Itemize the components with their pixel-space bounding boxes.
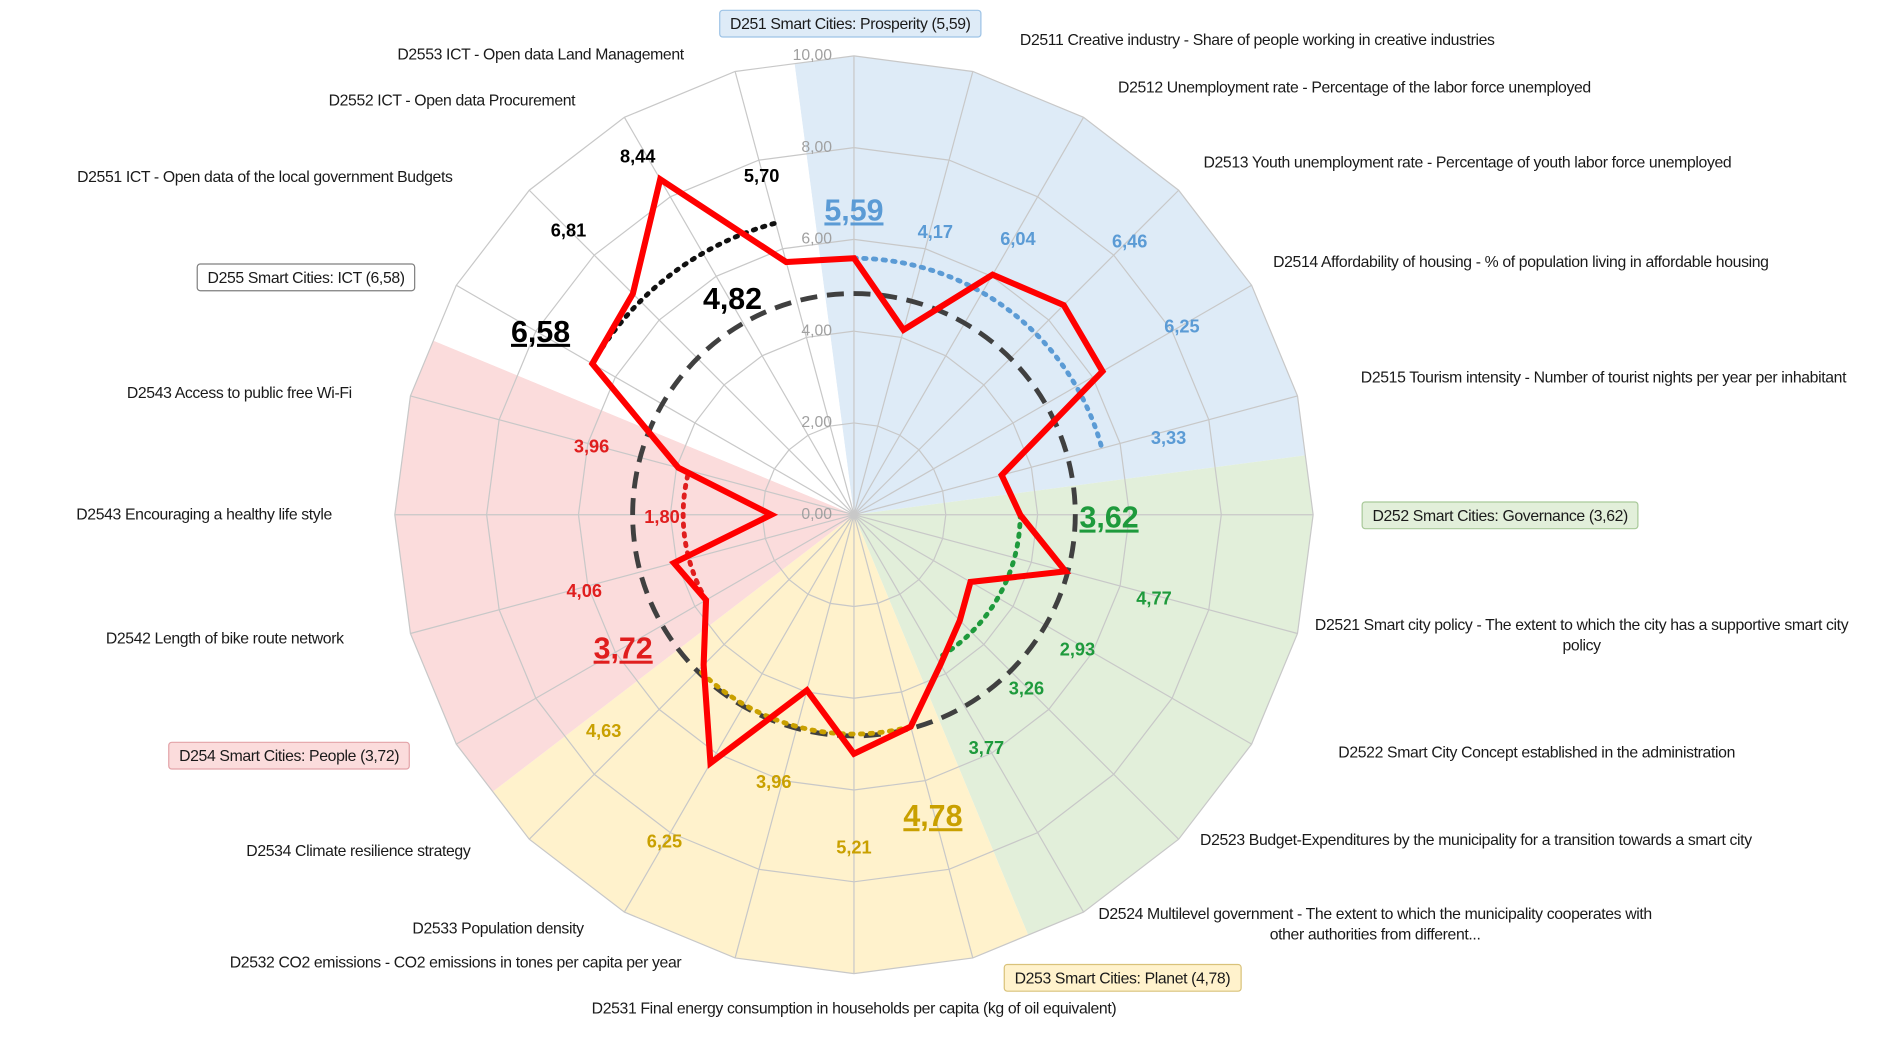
spoke — [853, 514, 1252, 745]
value-label: 4,17 — [918, 222, 953, 242]
data-line — [588, 174, 1107, 769]
spoke — [853, 514, 1085, 913]
group-value-label: 3,62 — [1080, 502, 1139, 535]
category-label: D2523 Budget-Expenditures by the municip… — [1200, 830, 1752, 849]
value-label: 5,21 — [836, 837, 871, 857]
group-header: D255 Smart Cities: ICT (6,58) — [196, 263, 416, 292]
value-label: 6,25 — [1164, 317, 1199, 337]
value-label: 8,44 — [620, 147, 656, 167]
value-label: 3,96 — [574, 437, 609, 457]
category-label: D2521 Smart city policy - The extent to … — [1314, 615, 1849, 655]
group-value-label: 4,78 — [903, 800, 962, 833]
category-label: D2515 Tourism intensity - Number of tour… — [1360, 367, 1847, 387]
value-label: 4,63 — [586, 721, 621, 741]
value-label: 5,70 — [744, 166, 779, 186]
spoke — [853, 284, 1252, 516]
group-header: D251 Smart Cities: Prosperity (5,59) — [719, 9, 982, 38]
sector-fill — [394, 340, 854, 792]
group-average-arc — [680, 468, 709, 603]
tick-label: 6,00 — [801, 231, 832, 248]
category-label: D2534 Climate resilience strategy — [246, 841, 471, 860]
category-label: D2513 Youth unemployment rate - Percenta… — [1203, 152, 1732, 172]
spoke — [734, 71, 855, 515]
value-label: 3,77 — [969, 738, 1004, 758]
category-label: D2551 ICT - Open data of the local gover… — [77, 167, 453, 186]
category-label: D2512 Unemployment rate - Percentage of … — [1118, 77, 1591, 96]
category-label: D2511 Creative industry - Share of peopl… — [1019, 30, 1495, 49]
spoke — [853, 514, 974, 959]
group-value-label: 5,59 — [824, 194, 883, 227]
value-label: 6,04 — [1000, 229, 1036, 249]
spoke — [528, 189, 855, 516]
category-label: D2552 ICT - Open data Procurement — [328, 91, 576, 110]
spoke — [456, 514, 855, 745]
value-label: 4,77 — [1136, 589, 1171, 609]
category-label: D2522 Smart City Concept established in … — [1338, 742, 1735, 762]
tick-label: 0,00 — [801, 506, 832, 523]
tick-label: 4,00 — [801, 322, 832, 339]
category-label: D2543 Access to public free Wi-Fi — [126, 383, 352, 402]
value-label: 6,81 — [551, 221, 586, 241]
overall-value-label: 4,82 — [703, 283, 762, 316]
tick-label: 2,00 — [801, 414, 832, 431]
category-label: D2533 Population density — [412, 918, 584, 938]
spoke — [853, 71, 974, 515]
sector-fill — [794, 55, 1306, 515]
spoke — [853, 117, 1085, 516]
group-header: D252 Smart Cities: Governance (3,62) — [1361, 501, 1639, 530]
spoke — [623, 514, 855, 913]
spoke — [734, 514, 855, 959]
group-header: D253 Smart Cities: Planet (4,78) — [1003, 963, 1242, 992]
spoke — [410, 514, 855, 635]
group-value-label: 6,58 — [511, 316, 570, 349]
value-label: 3,33 — [1151, 428, 1186, 448]
category-label: D2532 CO2 emissions - CO2 emissions in t… — [229, 952, 682, 972]
sector-fill — [433, 63, 854, 515]
value-label: 1,80 — [644, 507, 679, 527]
tick-label: 8,00 — [801, 139, 832, 156]
category-label: D2553 ICT - Open data Land Management — [397, 44, 684, 64]
value-label: 2,93 — [1060, 639, 1095, 659]
spoke — [853, 514, 1298, 635]
tick-label: 10,00 — [793, 47, 833, 64]
spoke — [528, 514, 855, 840]
value-label: 6,25 — [647, 831, 682, 851]
sector-fill — [492, 514, 1029, 974]
group-average-arc — [934, 512, 1023, 661]
spoke — [853, 189, 1180, 516]
value-label: 3,96 — [756, 772, 791, 792]
spoke — [410, 395, 855, 516]
category-label: D2514 Affordability of housing - % of po… — [1273, 252, 1769, 271]
group-value-label: 3,72 — [594, 633, 653, 666]
category-label: D2542 Length of bike route network — [105, 628, 344, 648]
sector-fill — [853, 455, 1314, 936]
group-header: D254 Smart Cities: People (3,72) — [168, 741, 411, 770]
category-label: D2543 Encouraging a healthy life style — [76, 505, 332, 524]
spoke — [853, 514, 1180, 840]
category-label: D2531 Final energy consumption in househ… — [591, 999, 1117, 1018]
category-label: D2524 Multilevel government - The extent… — [1098, 904, 1652, 944]
value-label: 4,06 — [567, 581, 602, 601]
spoke — [853, 395, 1298, 516]
spoke — [456, 284, 855, 516]
value-label: 6,46 — [1112, 232, 1147, 252]
group-average-arc — [696, 667, 914, 737]
value-label: 3,26 — [1009, 678, 1044, 698]
